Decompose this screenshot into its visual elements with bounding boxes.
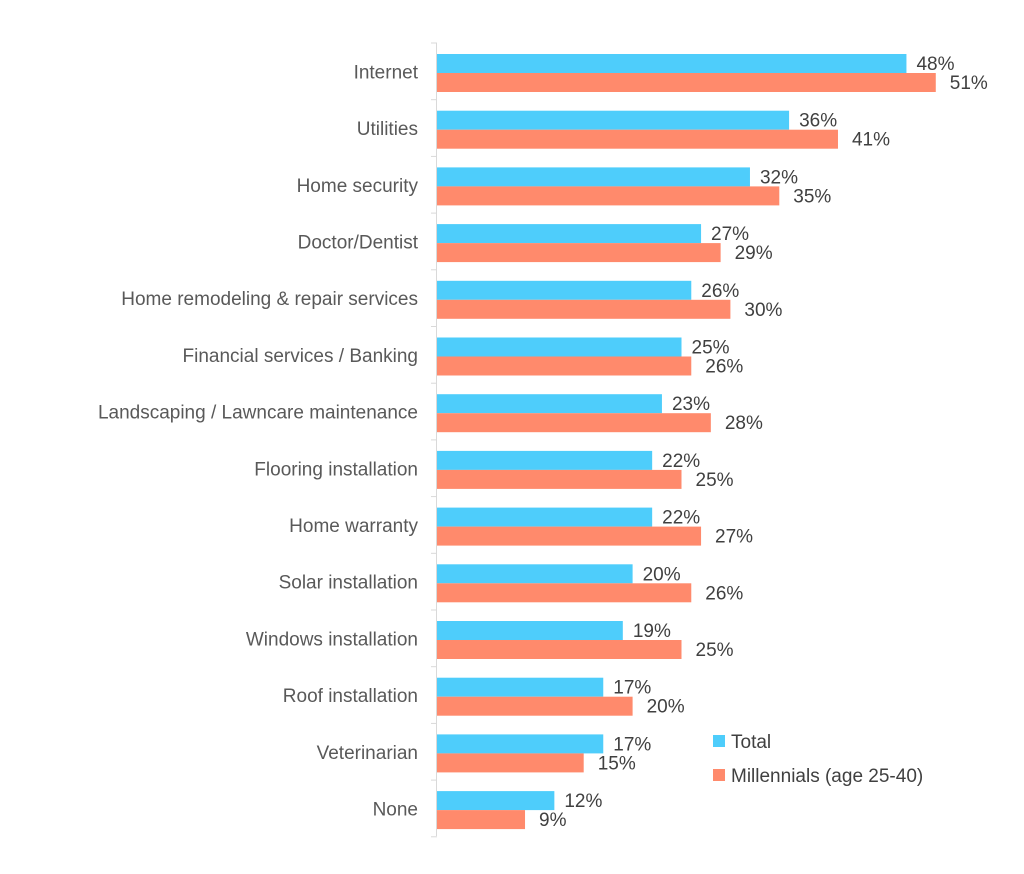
bar-millennials-veterinarian	[437, 753, 584, 773]
bar-millennials-doctor-dentist	[437, 243, 721, 263]
value-label-total-internet: 48%	[916, 54, 954, 75]
value-label-total-flooring-installation: 22%	[662, 451, 700, 472]
bar-millennials-home-remodeling-repair-services	[437, 299, 731, 319]
legend-swatch-total	[713, 735, 725, 747]
value-label-total-home-security: 32%	[760, 167, 798, 188]
bar-total-windows-installation	[437, 621, 623, 640]
category-label-financial-services-banking: Financial services / Banking	[183, 346, 419, 367]
bar-total-home-remodeling-repair-services	[437, 280, 692, 300]
value-label-total-veterinarian: 17%	[613, 734, 651, 755]
bar-millennials-home-warranty	[437, 526, 702, 546]
value-label-total-roof-installation: 17%	[613, 678, 651, 699]
bar-total-home-warranty	[437, 507, 653, 527]
bar-total-doctor-dentist	[437, 224, 702, 244]
value-label-total-home-remodeling-repair-services: 26%	[701, 281, 739, 302]
bar-millennials-internet	[437, 73, 936, 92]
value-labels: 48%51%36%41%32%35%27%29%26%30%25%26%23%2…	[539, 54, 988, 831]
value-label-total-financial-services-banking: 25%	[692, 338, 730, 359]
value-label-total-utilities: 36%	[799, 111, 837, 132]
bar-total-utilities	[437, 110, 790, 130]
value-label-millennials-home-remodeling-repair-services: 30%	[744, 300, 782, 321]
value-label-total-windows-installation: 19%	[633, 621, 671, 642]
value-label-millennials-solar-installation: 26%	[705, 583, 743, 604]
bar-total-solar-installation	[437, 564, 633, 584]
category-label-roof-installation: Roof installation	[283, 686, 418, 707]
value-label-millennials-flooring-installation: 25%	[696, 470, 734, 491]
legend-label-millennials: Millennials (age 25-40)	[731, 766, 923, 787]
category-label-veterinarian: Veterinarian	[317, 743, 418, 764]
value-label-millennials-financial-services-banking: 26%	[705, 357, 743, 378]
category-label-windows-installation: Windows installation	[246, 629, 418, 650]
bar-millennials-windows-installation	[437, 640, 682, 659]
value-label-total-landscaping-lawncare-maintenance: 23%	[672, 394, 710, 415]
value-label-millennials-roof-installation: 20%	[647, 697, 685, 718]
category-label-internet: Internet	[354, 62, 419, 83]
value-label-total-none: 12%	[564, 791, 602, 812]
bar-total-home-security	[437, 167, 750, 187]
legend: Total Millennials (age 25-40)	[713, 732, 923, 787]
value-label-millennials-windows-installation: 25%	[696, 640, 734, 661]
value-label-millennials-home-warranty: 27%	[715, 527, 753, 548]
value-label-total-solar-installation: 20%	[643, 564, 681, 585]
value-label-millennials-landscaping-lawncare-maintenance: 28%	[725, 413, 763, 434]
value-label-total-doctor-dentist: 27%	[711, 224, 749, 245]
bar-total-roof-installation	[437, 677, 604, 697]
bar-total-flooring-installation	[437, 450, 653, 470]
category-label-utilities: Utilities	[357, 119, 418, 140]
bar-total-financial-services-banking	[437, 337, 682, 357]
axis-ticks	[431, 42, 437, 838]
value-label-millennials-doctor-dentist: 29%	[735, 243, 773, 264]
category-label-solar-installation: Solar installation	[279, 573, 418, 594]
category-label-flooring-installation: Flooring installation	[254, 459, 418, 480]
category-labels: Internet Utilities Home security Doctor/Den…	[98, 62, 419, 820]
category-label-home-warranty: Home warranty	[289, 516, 418, 537]
bar-millennials-solar-installation	[437, 583, 692, 603]
bar-millennials-roof-installation	[437, 696, 633, 716]
category-label-none: None	[373, 799, 418, 820]
category-label-home-remodeling-repair-services: Home remodeling & repair services	[121, 289, 418, 310]
bar-millennials-utilities	[437, 129, 838, 149]
bar-millennials-financial-services-banking	[437, 356, 692, 376]
bar-millennials-flooring-installation	[437, 469, 682, 489]
category-label-doctor-dentist: Doctor/Dentist	[298, 232, 419, 253]
legend-swatch-millennials	[713, 769, 725, 781]
value-label-millennials-home-security: 35%	[793, 186, 831, 207]
value-label-millennials-none: 9%	[539, 810, 567, 831]
value-label-millennials-internet: 51%	[950, 73, 988, 94]
bars	[437, 54, 936, 830]
bar-total-veterinarian	[437, 734, 604, 754]
bar-total-internet	[437, 54, 907, 73]
value-label-total-home-warranty: 22%	[662, 508, 700, 529]
bar-total-landscaping-lawncare-maintenance	[437, 394, 662, 414]
legend-label-total: Total	[731, 732, 771, 753]
category-label-landscaping-lawncare-maintenance: Landscaping / Lawncare maintenance	[98, 403, 418, 424]
bar-total-none	[437, 791, 555, 811]
bar-millennials-none	[437, 810, 526, 830]
bar-millennials-home-security	[437, 186, 780, 206]
category-label-home-security: Home security	[297, 176, 419, 197]
bar-millennials-landscaping-lawncare-maintenance	[437, 413, 711, 433]
value-label-millennials-veterinarian: 15%	[598, 753, 636, 774]
value-label-millennials-utilities: 41%	[852, 130, 890, 151]
